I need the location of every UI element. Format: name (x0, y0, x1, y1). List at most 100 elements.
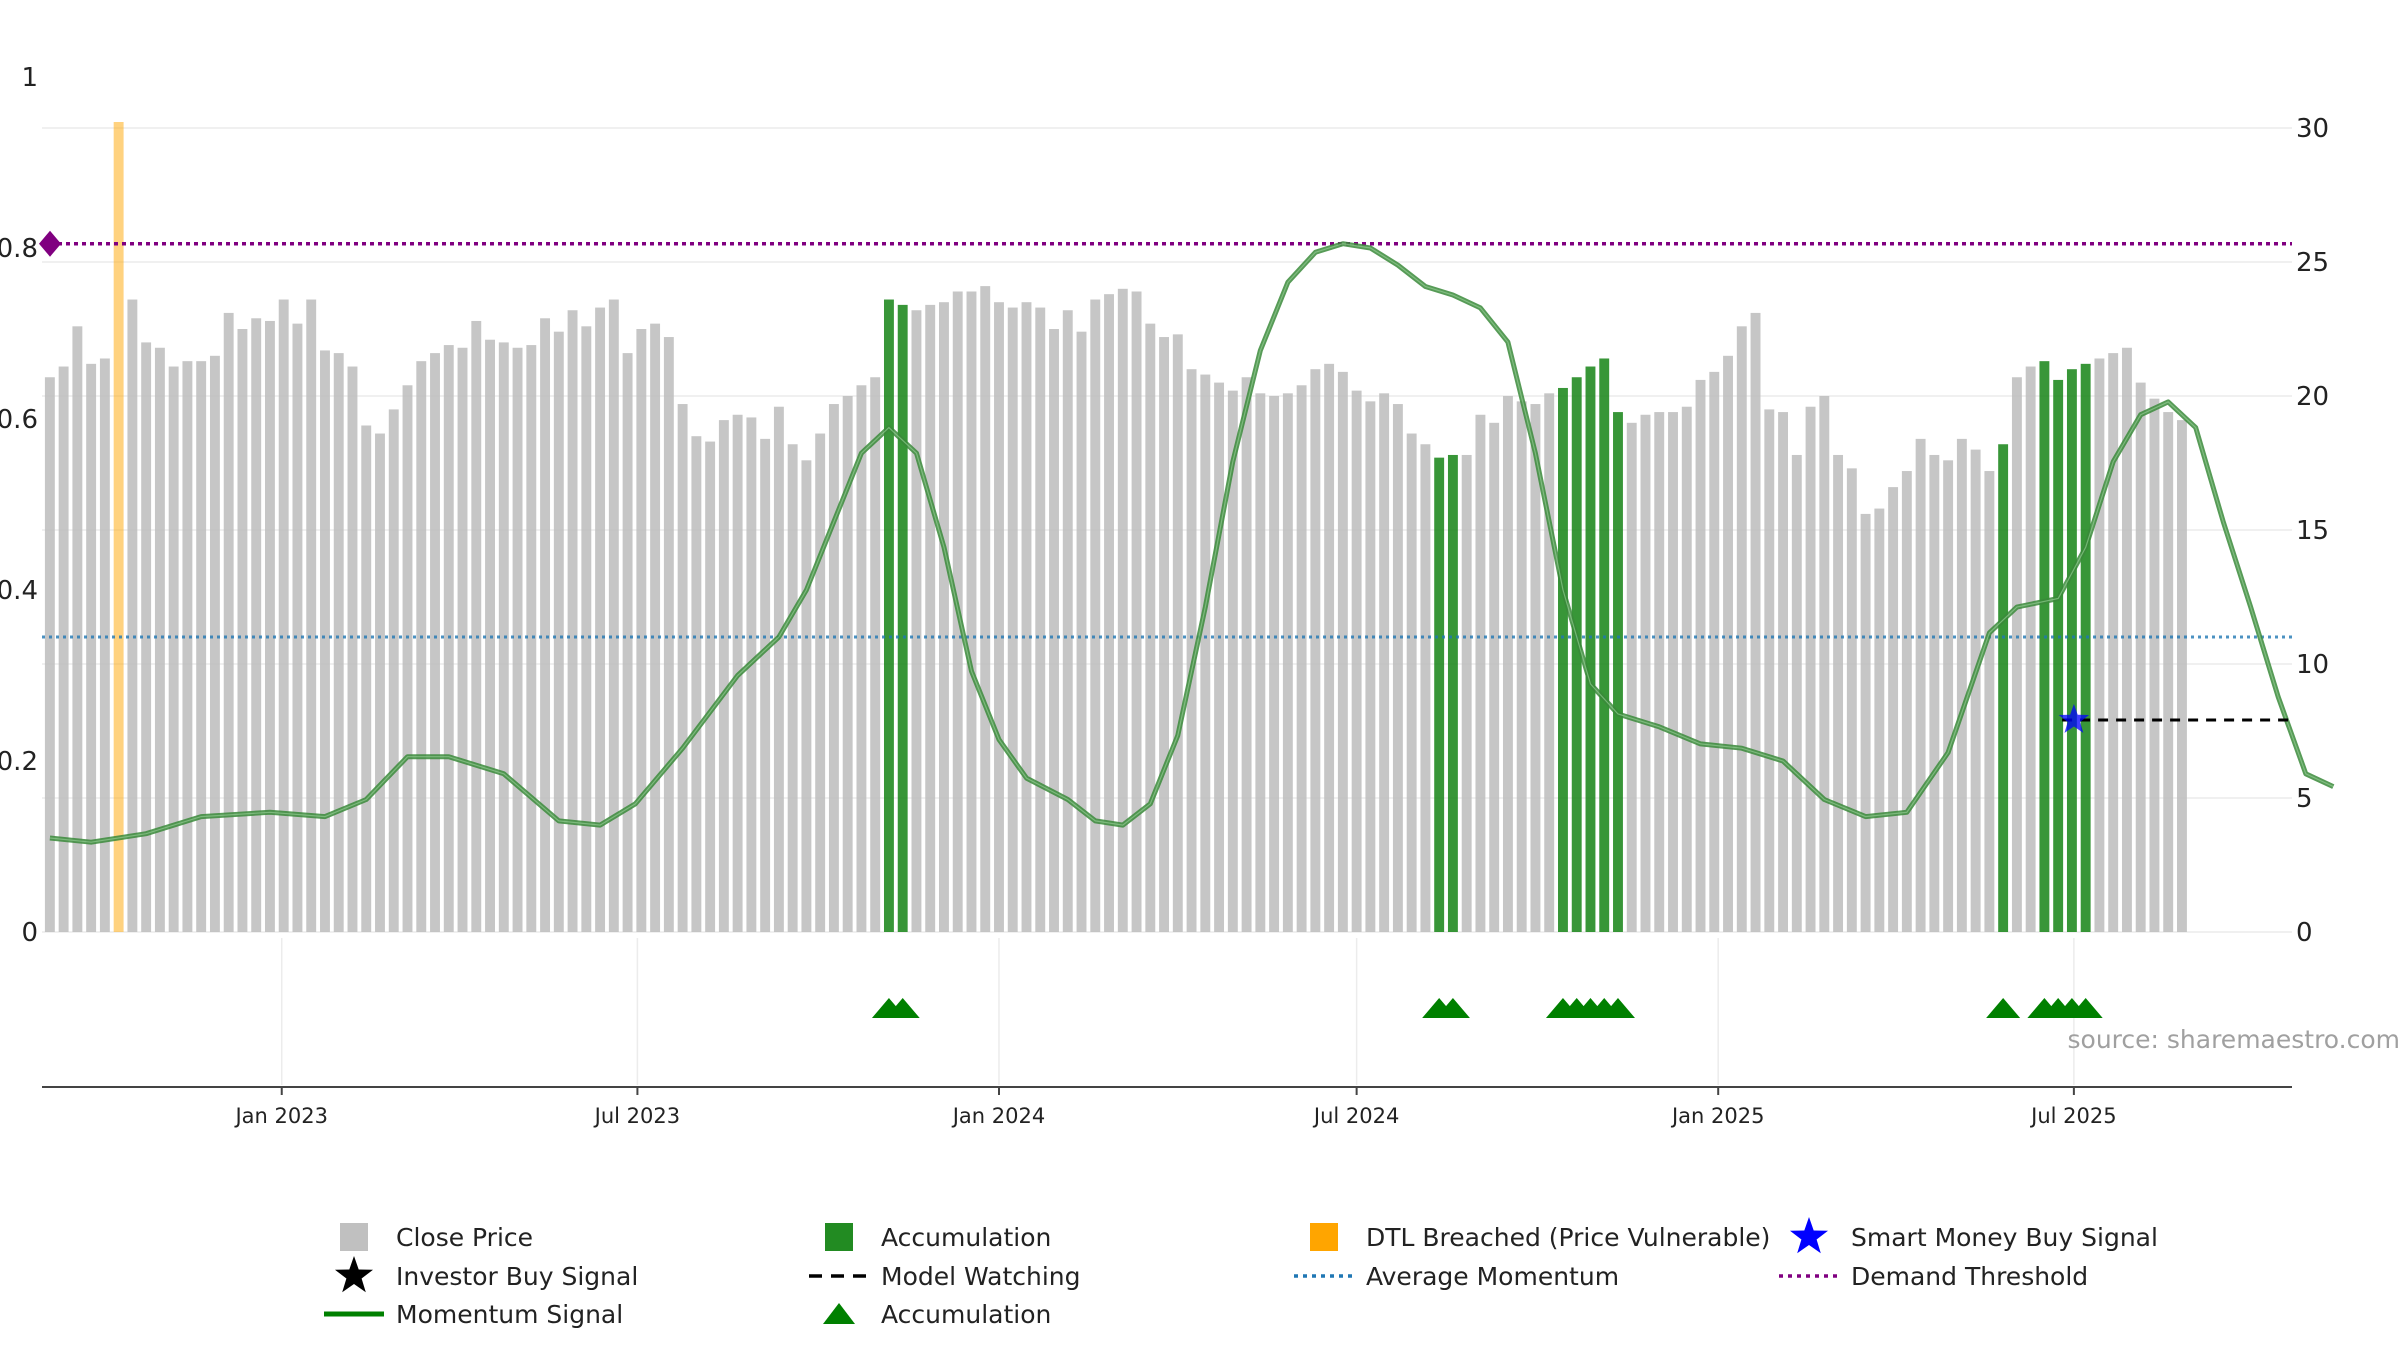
close-price-bar (1076, 331, 1087, 932)
close-price-bar (2025, 366, 2036, 932)
close-price-bar (292, 323, 303, 932)
close-price-bar (141, 342, 152, 932)
x-tick-label: Jan 2024 (951, 1104, 1046, 1128)
close-price-bar (1833, 454, 1844, 932)
close-price-bar (72, 326, 83, 932)
legend-label: Accumulation (881, 1223, 1051, 1252)
price-bars (44, 122, 2187, 933)
close-price-bar (58, 366, 69, 932)
close-price-bar (1310, 369, 1321, 932)
close-price-bar (870, 377, 881, 932)
accumulation-triangle (1986, 998, 2021, 1018)
close-price-bar (1324, 363, 1335, 933)
accumulation-triangle (885, 998, 920, 1018)
legend-label: Close Price (396, 1223, 533, 1252)
close-price-bar (278, 299, 289, 932)
legend: Close Price Accumulation DTL Breached (Pri… (324, 1217, 2158, 1329)
legend-item-smart: Smart Money Buy Signal (1790, 1217, 2158, 1254)
x-tick-label: Jul 2025 (2029, 1104, 2116, 1128)
legend-investor-star-icon (335, 1256, 373, 1293)
close-price-bar (1049, 329, 1059, 932)
close-price-bar (154, 347, 165, 932)
close-price-bar (1888, 487, 1899, 932)
x-tick-label: Jul 2023 (593, 1104, 680, 1128)
close-price-bar (86, 363, 97, 933)
close-price-bar (1750, 312, 1761, 932)
close-price-bar (636, 329, 647, 932)
close-price-bar (306, 299, 317, 932)
legend-label: Smart Money Buy Signal (1851, 1223, 2158, 1252)
legend-item-accum_bar: Accumulation (825, 1223, 1051, 1252)
close-price-bar (1791, 454, 1802, 932)
close-price-bar (209, 355, 220, 932)
close-price-bar (1351, 390, 1362, 932)
close-price-bar (1117, 288, 1128, 932)
close-price-bar (1901, 471, 1912, 932)
accumulation-bar (2039, 361, 2050, 932)
close-price-bar (320, 350, 330, 932)
close-price-bar (1764, 409, 1775, 932)
close-price-bar (2135, 382, 2146, 933)
close-price-bar (1296, 385, 1307, 932)
close-price-bar (375, 433, 385, 932)
close-price-bar (402, 385, 413, 932)
close-price-bar (1379, 393, 1390, 932)
close-price-bar (457, 347, 468, 932)
left-tick-label: 0.2 (0, 747, 38, 777)
close-price-bar (44, 377, 55, 932)
close-price-bar (1035, 307, 1046, 932)
close-price-bar (567, 310, 578, 932)
accumulation-bar (2080, 363, 2091, 933)
close-price-bar (553, 331, 564, 932)
close-price-bar (1145, 323, 1156, 932)
close-price-bar (1805, 406, 1816, 933)
close-price-bar (801, 460, 812, 932)
close-price-bar (416, 361, 427, 932)
accumulation-bar (2053, 379, 2064, 932)
left-tick-label: 0.6 (0, 405, 38, 435)
close-price-bar (1778, 412, 1788, 933)
close-price-bar (264, 320, 275, 933)
accumulation-bar (1998, 444, 2009, 932)
close-price-bar (99, 358, 110, 933)
close-price-bar (2011, 377, 2022, 932)
x-tick-label: Jan 2023 (233, 1104, 328, 1128)
close-price-bar (1723, 355, 1733, 932)
legend-label: Demand Threshold (1851, 1262, 2088, 1291)
close-price-bar (1214, 382, 1225, 933)
accumulation-bar (883, 299, 894, 932)
close-price-bar (1502, 396, 1513, 932)
legend-item-watching: Model Watching (809, 1262, 1081, 1291)
close-price-bar (925, 304, 936, 932)
close-price-bar (1736, 326, 1747, 932)
close-price-bar (1392, 404, 1403, 932)
close-price-bar (1475, 414, 1486, 932)
close-price-bar (1915, 438, 1926, 932)
accumulation-triangle (2068, 998, 2103, 1018)
accumulation-triangle (1435, 998, 1470, 1018)
x-tick-label: Jul 2024 (1312, 1104, 1399, 1128)
legend-smart-money-star-icon (1790, 1217, 1828, 1254)
close-price-bar (1461, 454, 1472, 932)
close-price-bar (994, 302, 1004, 932)
close-price-bar (2108, 353, 2119, 932)
close-price-bar (471, 320, 482, 933)
legend-label: Accumulation (881, 1300, 1051, 1329)
close-price-bar (1668, 412, 1678, 933)
close-price-bar (828, 404, 839, 932)
close-price-bar (760, 438, 771, 932)
accumulation-bar (1447, 454, 1458, 932)
right-tick-label: 15 (2296, 516, 2329, 546)
close-price-bar (1530, 404, 1541, 932)
accumulation-bar (1434, 457, 1445, 932)
close-price-bar (1626, 422, 1637, 932)
close-price-bar (361, 425, 372, 932)
dtl-breached-bar (113, 122, 124, 932)
close-price-bar (1337, 371, 1348, 932)
legend-item-close: Close Price (340, 1223, 533, 1252)
close-price-bar (595, 307, 606, 932)
close-price-bar (1874, 508, 1885, 932)
close-price-bar (663, 337, 674, 932)
close-price-bar (691, 436, 702, 932)
